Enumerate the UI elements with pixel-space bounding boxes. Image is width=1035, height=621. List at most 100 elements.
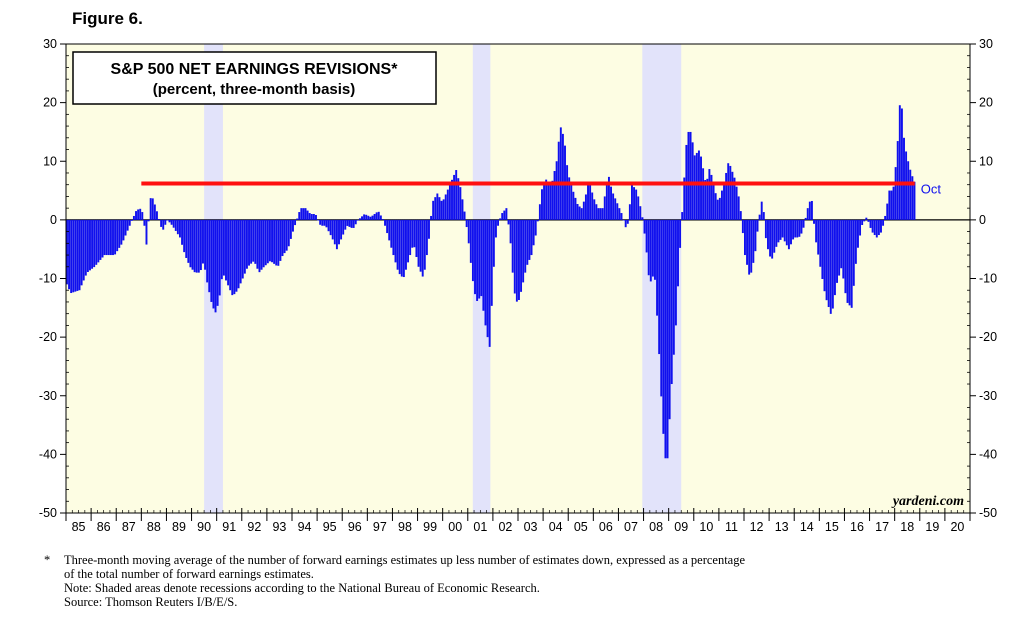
y-tick-label-right: 10	[979, 154, 993, 168]
bar	[446, 189, 449, 220]
bar	[68, 219, 71, 290]
bar	[248, 219, 250, 266]
bar	[189, 219, 192, 268]
bar	[716, 199, 719, 220]
bar	[365, 214, 368, 220]
x-tick-label: 97	[373, 520, 387, 534]
bar	[225, 219, 227, 281]
bar	[237, 219, 240, 289]
bar	[371, 215, 374, 220]
bar	[398, 219, 401, 275]
bar	[612, 193, 615, 220]
bar	[591, 192, 594, 220]
footnote-asterisk: *	[44, 553, 51, 567]
bar	[494, 219, 497, 238]
bar	[762, 212, 765, 220]
bar	[509, 219, 512, 244]
bar	[507, 219, 510, 225]
bar	[513, 219, 516, 294]
bar	[350, 219, 353, 228]
bar	[767, 219, 769, 250]
bar	[754, 219, 757, 252]
bar	[409, 219, 412, 256]
x-tick-label: 88	[147, 520, 161, 534]
bar	[229, 219, 232, 291]
bar	[289, 219, 292, 239]
bar	[842, 219, 845, 279]
bar	[438, 197, 441, 220]
bar	[252, 219, 255, 262]
bar	[185, 219, 188, 258]
bar	[545, 179, 548, 220]
bar	[654, 219, 656, 280]
bar	[643, 219, 646, 234]
bar	[486, 219, 489, 338]
bar	[254, 219, 257, 264]
bar	[124, 219, 127, 236]
bar	[442, 199, 445, 220]
bar	[302, 208, 305, 220]
bar	[750, 219, 753, 273]
x-tick-label: 16	[850, 520, 864, 534]
bar	[116, 219, 119, 252]
bar	[394, 219, 397, 263]
bar	[95, 219, 98, 265]
footnote-source: Source: Thomson Reuters I/B/E/S.	[64, 595, 238, 609]
bar	[425, 219, 428, 256]
y-axis-left: -50 -40 -30 -20 -10 0 10 20 30	[39, 37, 69, 520]
bar	[271, 219, 273, 263]
bar	[501, 213, 504, 220]
bar	[281, 219, 284, 257]
y-axis-right: -50 -40 -30 -20 -10 0 10 20 30	[967, 37, 997, 520]
bar	[262, 219, 265, 268]
bar	[415, 219, 418, 258]
bar	[559, 127, 562, 220]
bar	[821, 219, 824, 279]
bar	[93, 219, 96, 268]
bar	[109, 219, 112, 256]
bar	[647, 219, 650, 276]
bar	[890, 190, 893, 220]
bar	[779, 219, 782, 240]
x-tick-label: 06	[599, 520, 613, 534]
bar	[570, 184, 573, 220]
bar	[769, 219, 772, 257]
bar	[222, 219, 225, 276]
bar	[97, 219, 100, 263]
footnote-line-1: Three-month moving average of the number…	[64, 553, 746, 567]
bar	[488, 219, 491, 347]
bar	[549, 183, 552, 220]
bar	[819, 219, 822, 267]
bar	[854, 219, 857, 264]
bar	[220, 219, 223, 280]
bar	[480, 219, 483, 297]
bar	[455, 170, 458, 220]
bar	[641, 217, 644, 220]
bar	[800, 219, 803, 234]
bar	[656, 219, 659, 316]
bar	[369, 216, 372, 220]
bar	[737, 196, 740, 220]
bar	[551, 180, 554, 220]
bar	[846, 219, 849, 303]
bar	[637, 196, 640, 220]
bar	[377, 211, 380, 220]
bar	[145, 219, 148, 245]
bar	[681, 212, 684, 220]
bar	[848, 219, 851, 306]
bar	[103, 219, 106, 256]
bar	[553, 171, 556, 220]
bar	[557, 141, 560, 220]
bar	[838, 219, 841, 276]
bar	[823, 219, 826, 292]
bar	[319, 219, 322, 225]
bar	[323, 219, 326, 226]
bar	[522, 219, 525, 283]
bar	[386, 219, 389, 234]
bar	[706, 178, 709, 220]
bar	[888, 190, 891, 220]
bar	[181, 219, 184, 245]
bar	[566, 165, 569, 220]
bar	[400, 219, 403, 277]
bar	[428, 219, 430, 239]
